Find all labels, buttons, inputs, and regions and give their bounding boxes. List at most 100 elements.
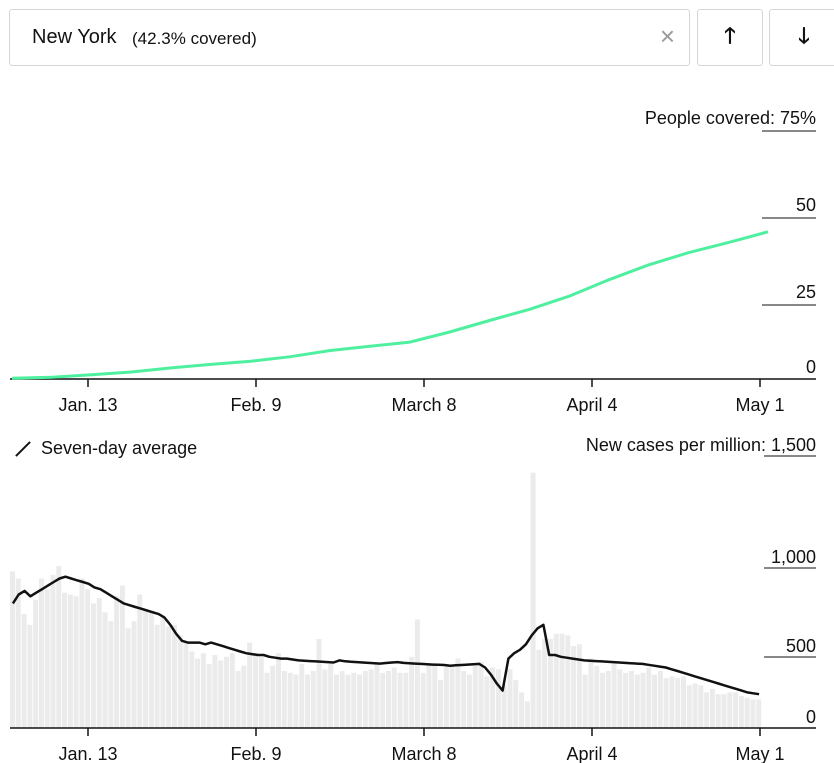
case-bar xyxy=(484,676,490,728)
cases-tick-label: 0 xyxy=(806,707,816,727)
case-bar xyxy=(611,662,617,728)
case-bar xyxy=(50,574,56,728)
case-bar xyxy=(212,655,218,728)
case-bar xyxy=(357,674,363,728)
case-bar xyxy=(241,665,247,728)
case-bar xyxy=(536,649,542,728)
case-bar xyxy=(362,671,368,728)
cases-tick-label: 500 xyxy=(786,636,816,656)
case-bar xyxy=(328,663,334,728)
case-bar xyxy=(704,692,710,728)
case-bar xyxy=(646,667,652,728)
case-bar xyxy=(247,642,253,728)
case-bar xyxy=(443,665,449,728)
case-bar xyxy=(131,621,137,728)
case-bar xyxy=(715,694,721,728)
previous-state-button[interactable]: 🡑 xyxy=(697,9,763,66)
arrow-up-icon: 🡑 xyxy=(724,22,736,48)
case-bar xyxy=(403,672,409,728)
coverage-tick-label: 0 xyxy=(806,357,816,377)
coverage-tick-label: 25 xyxy=(796,282,816,302)
case-bar xyxy=(44,589,50,728)
case-bar xyxy=(310,671,316,728)
case-bar xyxy=(102,612,108,728)
case-bar xyxy=(663,678,669,728)
case-bar xyxy=(455,658,461,728)
case-bar xyxy=(409,656,415,728)
case-bar xyxy=(218,660,224,728)
case-bar xyxy=(640,672,646,728)
case-bar xyxy=(576,644,582,728)
case-bar xyxy=(79,578,85,728)
case-bar xyxy=(148,610,154,728)
coverage-x-tick-label: April 4 xyxy=(566,395,617,415)
cases-chart: 0 500 1,000 New cases per million: 1,500 Jan… xyxy=(10,435,816,763)
case-bar xyxy=(229,653,235,728)
coverage-axis-label: People covered: 75% xyxy=(645,108,816,128)
next-state-button[interactable]: 🡓 xyxy=(769,9,834,66)
case-bar xyxy=(432,665,438,728)
case-bar xyxy=(276,653,282,728)
case-bar xyxy=(166,626,172,728)
case-bar xyxy=(21,614,27,728)
case-bar xyxy=(675,678,681,728)
case-bar xyxy=(386,671,391,728)
case-bar xyxy=(547,639,553,728)
case-bar xyxy=(582,674,588,728)
case-bar xyxy=(287,672,293,728)
case-bar xyxy=(438,679,444,728)
case-bar xyxy=(119,585,125,728)
state-search-input[interactable]: New York (42.3% covered) × xyxy=(9,9,690,66)
case-bar xyxy=(299,663,305,728)
selected-state-name: New York xyxy=(32,26,117,48)
cases-x-tick-label: Jan. 13 xyxy=(58,744,117,763)
coverage-note: (42.3% covered) xyxy=(132,29,257,48)
clear-icon[interactable]: × xyxy=(659,21,675,51)
seven-day-average-line xyxy=(11,575,760,696)
case-bar xyxy=(333,674,339,728)
case-bar xyxy=(316,639,322,728)
case-bar xyxy=(490,667,496,728)
case-bar xyxy=(628,671,634,728)
case-bar xyxy=(125,628,131,728)
case-bar xyxy=(224,656,230,728)
case-bar xyxy=(669,676,675,728)
case-bar xyxy=(681,676,686,728)
case-bar xyxy=(195,658,201,728)
case-bar xyxy=(414,619,420,728)
case-bar xyxy=(420,672,426,728)
coverage-x-tick-label: Jan. 13 xyxy=(58,395,117,415)
case-bar xyxy=(542,639,548,728)
case-bar xyxy=(351,672,357,728)
case-bar xyxy=(391,667,397,728)
case-bar xyxy=(449,665,455,728)
case-bar xyxy=(96,598,102,728)
coverage-x-tick-label: May 1 xyxy=(735,395,784,415)
case-bar xyxy=(189,651,195,728)
case-bar xyxy=(258,656,264,728)
case-bar xyxy=(177,635,183,728)
case-bar xyxy=(571,646,577,728)
case-bar xyxy=(721,694,727,728)
case-bar xyxy=(466,674,472,728)
case-bar xyxy=(38,578,44,728)
case-bar xyxy=(171,624,177,728)
legend-label: Seven-day average xyxy=(41,438,198,458)
case-bar xyxy=(15,578,21,728)
case-bar xyxy=(623,672,629,728)
case-bar xyxy=(374,662,380,728)
case-bar xyxy=(686,685,692,728)
cases-x-tick-label: March 8 xyxy=(391,744,456,763)
case-bar xyxy=(617,669,623,728)
case-bar xyxy=(692,683,698,728)
case-bar xyxy=(90,603,96,728)
case-bar xyxy=(56,566,62,728)
case-bar xyxy=(652,674,658,728)
case-bar xyxy=(594,665,600,728)
cases-x-tick-label: April 4 xyxy=(566,744,617,763)
case-bar xyxy=(709,688,715,728)
coverage-x-tick-label: March 8 xyxy=(391,395,456,415)
case-bar xyxy=(565,635,571,728)
case-bar xyxy=(380,672,386,728)
case-bar xyxy=(235,671,241,728)
